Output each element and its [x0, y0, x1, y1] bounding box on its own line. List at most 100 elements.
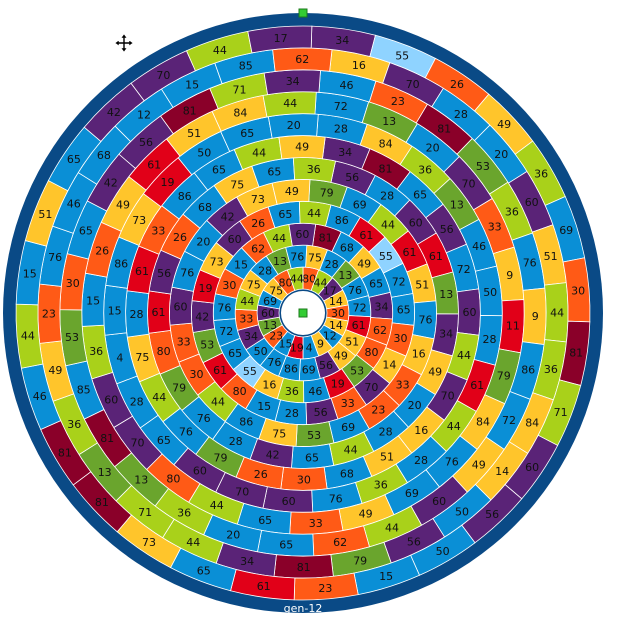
segment-label: 13: [273, 255, 287, 268]
segment-label: 62: [295, 53, 309, 66]
segment-label: 69: [559, 224, 573, 237]
segment-label: 44: [385, 522, 399, 535]
segment-label: 70: [364, 381, 378, 394]
segment-label: 55: [243, 365, 257, 378]
top-handle-icon[interactable]: [298, 8, 308, 18]
segment-label: 44: [240, 295, 254, 308]
segment-label: 44: [252, 146, 266, 159]
segment-label: 36: [374, 479, 388, 492]
segment-label: 81: [95, 496, 109, 509]
ring-segment[interactable]: [247, 25, 313, 54]
segment-label: 26: [251, 217, 265, 230]
segment-label: 14: [495, 465, 509, 478]
move-cross-icon[interactable]: [114, 33, 134, 53]
segment-label: 30: [190, 368, 204, 381]
segment-label: 76: [197, 412, 211, 425]
segment-label: 20: [426, 141, 440, 154]
segment-label: 23: [318, 582, 332, 595]
segment-label: 50: [483, 286, 497, 299]
segment-label: 15: [379, 570, 393, 583]
segment-label: 49: [497, 118, 511, 131]
segment-label: 28: [483, 333, 497, 346]
segment-label: 17: [274, 32, 288, 45]
segment-label: 28: [258, 265, 272, 278]
segment-label: 65: [413, 189, 427, 202]
segment-label: 23: [391, 95, 405, 108]
segment-label: 69: [263, 295, 277, 308]
segment-label: 44: [457, 349, 471, 362]
segment-label: 16: [412, 348, 426, 361]
segment-label: 72: [353, 301, 367, 314]
segment-label: 61: [352, 319, 366, 332]
segment-label: 17: [323, 285, 337, 298]
segment-label: 85: [239, 59, 253, 72]
segment-label: 28: [414, 454, 428, 467]
segment-label: 20: [408, 399, 422, 412]
segment-label: 86: [178, 190, 192, 203]
segment-label: 51: [345, 336, 359, 349]
segment-label: 79: [320, 187, 334, 200]
segment-label: 49: [428, 365, 442, 378]
segment-label: 65: [79, 225, 93, 238]
segment-label: 44: [211, 395, 225, 408]
segment-label: 28: [130, 308, 144, 321]
segment-label: 65: [228, 347, 242, 360]
segment-label: 50: [436, 545, 450, 558]
segment-label: 44: [344, 444, 358, 457]
segment-label: 49: [359, 508, 373, 521]
segment-label: 20: [226, 529, 240, 542]
segment-label: 84: [525, 417, 539, 430]
segment-label: 60: [525, 461, 539, 474]
segment-label: 61: [135, 265, 149, 278]
center-handle-icon[interactable]: [298, 308, 308, 318]
segment-label: 79: [353, 555, 367, 568]
segment-label: 44: [381, 219, 395, 232]
segment-label: 15: [257, 400, 271, 413]
segment-label: 49: [295, 141, 309, 154]
segment-label: 56: [157, 267, 171, 280]
segment-label: 61: [152, 306, 166, 319]
segment-label: 76: [523, 257, 537, 270]
segment-label: 80: [233, 385, 247, 398]
segment-label: 53: [307, 429, 321, 442]
segment-label: 33: [309, 517, 323, 530]
segment-label: 61: [147, 158, 161, 171]
segment-label: 61: [257, 580, 271, 593]
segment-label: 49: [116, 198, 130, 211]
segment-label: 68: [340, 468, 354, 481]
segment-label: 34: [286, 75, 300, 88]
segment-label: 28: [325, 258, 339, 271]
segment-label: 85: [77, 383, 91, 396]
segment-label: 80: [365, 346, 379, 359]
segment-label: 20: [287, 119, 301, 132]
segment-label: 44: [213, 44, 227, 57]
segment-label: 42: [104, 177, 118, 190]
segment-label: 49: [357, 257, 371, 270]
segment-label: 53: [476, 160, 490, 173]
segment-label: 84: [476, 416, 490, 429]
segment-label: 68: [198, 201, 212, 214]
segment-label: 72: [457, 263, 471, 276]
segment-label: 76: [217, 302, 231, 315]
segment-label: 72: [334, 100, 348, 113]
segment-label: 81: [100, 432, 114, 445]
segment-label: 56: [314, 406, 328, 419]
segment-label: 61: [470, 379, 484, 392]
segment-label: 76: [290, 250, 304, 263]
segment-label: 13: [263, 319, 277, 332]
segment-label: 16: [414, 424, 428, 437]
segment-label: 56: [407, 536, 421, 549]
segment-label: 26: [254, 468, 268, 481]
segment-label: 75: [308, 251, 322, 264]
segment-label: 60: [174, 301, 188, 314]
segment-label: 56: [139, 136, 153, 149]
segment-label: 49: [334, 349, 348, 362]
segment-label: 49: [48, 364, 62, 377]
segment-label: 75: [247, 278, 261, 291]
segment-label: 60: [261, 307, 275, 320]
segment-label: 49: [472, 459, 486, 472]
segment-label: 70: [406, 78, 420, 91]
segment-label: 84: [233, 106, 247, 119]
segment-label: 65: [258, 514, 272, 527]
segment-label: 76: [445, 456, 459, 469]
